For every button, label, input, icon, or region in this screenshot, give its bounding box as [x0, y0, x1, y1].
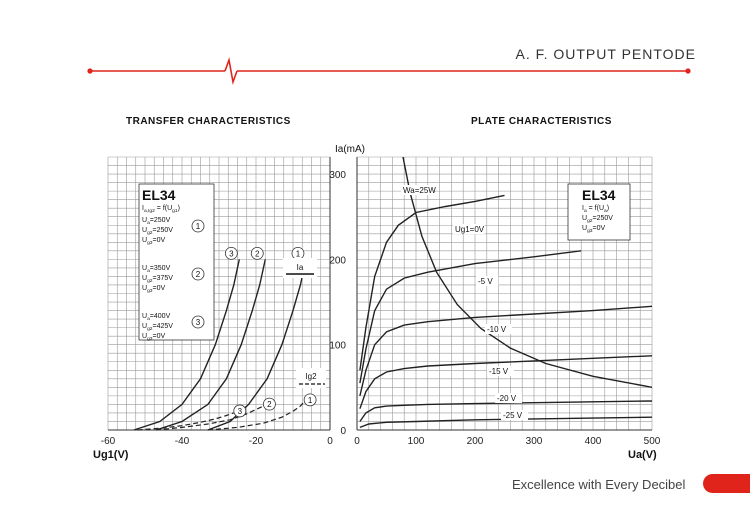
plate-legend-box [567, 183, 631, 241]
y-tick-label: 300 [329, 170, 346, 181]
plate-curve-Wa-25W [402, 157, 652, 388]
header-dot-right [685, 68, 691, 74]
plate-x-axis-label: Ua(V) [628, 449, 657, 461]
y-tick-label: 200 [329, 255, 346, 266]
plate-chart: 0 100 200 300 400 500 0 100 200 300 Ia(mA) Ua(V) Ug1… [329, 144, 660, 461]
plate-curve-label: -5 V [478, 277, 493, 286]
plate-legend-tube: EL34 [582, 187, 616, 203]
curve-label-bg [453, 224, 485, 234]
legend-marker-label: 3 [196, 318, 201, 327]
curve-marker-label: 2 [255, 249, 260, 258]
ia-curve-3 [133, 259, 240, 431]
curve-marker-label: 3 [229, 249, 234, 258]
legend-marker-label: 1 [196, 222, 201, 231]
curve-marker-circle [224, 246, 238, 260]
plate-curve-label: -25 V [503, 411, 523, 420]
x-tick-label: 500 [644, 436, 661, 447]
legend-marker-circle [191, 267, 205, 281]
x-tick-label: 200 [467, 436, 484, 447]
x-tick-label: 300 [526, 436, 543, 447]
curve-marker-label: 1 [296, 249, 301, 258]
legend-marker-circle [191, 315, 205, 329]
plate-curve--5-V [359, 250, 582, 384]
plate-y-axis-label: Ia(mA) [335, 144, 365, 155]
ig2-curve-1 [207, 401, 305, 431]
curve-marker-label: 2 [267, 400, 272, 409]
plate-curve--15-V [359, 355, 652, 409]
curve-marker-label: 1 [308, 396, 313, 405]
page-title: A. F. OUTPUT PENTODE [515, 46, 696, 62]
plate-curve-label: -15 V [489, 367, 509, 376]
header-dot-left [87, 68, 93, 74]
transfer-legend-line: Ug2=250V [142, 227, 173, 236]
plate-curve--10-V [359, 305, 652, 397]
curve-marker-circle [303, 393, 317, 407]
plate-legend-line: Ia = f(Ua) [582, 205, 609, 214]
transfer-legend-line: Ua=400V [142, 313, 171, 322]
transfer-legend-line: Ug3=0V [142, 333, 165, 342]
plate-legend-line: Ug2=250V [582, 215, 613, 224]
ig2-annotation: Ig2 [305, 372, 317, 381]
plate-curve--20-V [359, 400, 652, 422]
x-tick-label: -60 [101, 436, 116, 447]
transfer-legend-box [138, 183, 215, 341]
legend-marker-circle [191, 219, 205, 233]
ig2-curve-2 [156, 405, 264, 431]
curve-label-bg [495, 393, 522, 403]
curve-marker-circle [250, 246, 264, 260]
ia-annotation-bg [283, 258, 317, 278]
x-tick-label: -40 [175, 436, 190, 447]
plate-curve-label: Ug1=0V [455, 225, 485, 234]
curve-label-bg [485, 324, 512, 334]
header-pulse [224, 56, 238, 86]
transfer-chart-title: TRANSFER CHARACTERISTICS [126, 116, 291, 127]
curve-marker-circle [262, 397, 276, 411]
transfer-legend-tube: EL34 [142, 187, 176, 203]
transfer-legend-line: Ug2=425V [142, 323, 173, 332]
plate-curve-Ug1-0V [359, 194, 505, 371]
plate-curve--25-V [359, 416, 652, 429]
curve-marker-circle [233, 404, 247, 418]
ig2-curve-3 [137, 412, 234, 431]
curve-label-bg [487, 366, 514, 376]
legend-marker-label: 2 [196, 270, 201, 279]
ia-curve-1 [207, 259, 307, 431]
x-tick-label: 100 [408, 436, 425, 447]
transfer-legend-line: Ug2=375V [142, 275, 173, 284]
transfer-x-axis-label: Ug1(V) [93, 449, 129, 461]
ia-curve-2 [155, 259, 266, 431]
x-tick-label: -20 [249, 436, 264, 447]
transfer-chart: -60 -40 -20 0 Ug1(V) EL34 Ia,Ig2 = f(Ug1) Ua=25… [93, 156, 333, 461]
ia-annotation: Ia [297, 263, 304, 272]
transfer-legend-line: Ug3=0V [142, 237, 165, 246]
transfer-legend-line: Ug3=0V [142, 285, 165, 294]
plate-curve-label: -10 V [487, 325, 507, 334]
transfer-legend-line: Ua=250V [142, 217, 171, 226]
plate-curve-label: -20 V [497, 394, 517, 403]
transfer-legend-line: Ua=350V [142, 265, 171, 274]
footer-tagline: Excellence with Every Decibel [512, 477, 686, 492]
curve-marker-label: 3 [238, 407, 243, 416]
curve-label-bg [501, 410, 528, 420]
plate-legend-line: Ug3=0V [582, 225, 605, 234]
ig2-annotation-bg [296, 368, 326, 388]
curve-label-bg [401, 185, 433, 195]
plate-curve-label: Wa=25W [403, 186, 436, 195]
x-tick-label: 0 [327, 436, 333, 447]
y-tick-label: 100 [329, 341, 346, 352]
plate-chart-title: PLATE CHARACTERISTICS [471, 116, 612, 127]
transfer-legend-formula: Ia,Ig2 = f(Ug1) [142, 205, 180, 214]
curve-label-bg [476, 276, 499, 286]
x-tick-label: 400 [585, 436, 602, 447]
plate-curves [359, 157, 652, 429]
y-tick-label: 0 [340, 426, 346, 437]
x-tick-label: 0 [354, 436, 360, 447]
footer-accent-pill [703, 474, 750, 493]
